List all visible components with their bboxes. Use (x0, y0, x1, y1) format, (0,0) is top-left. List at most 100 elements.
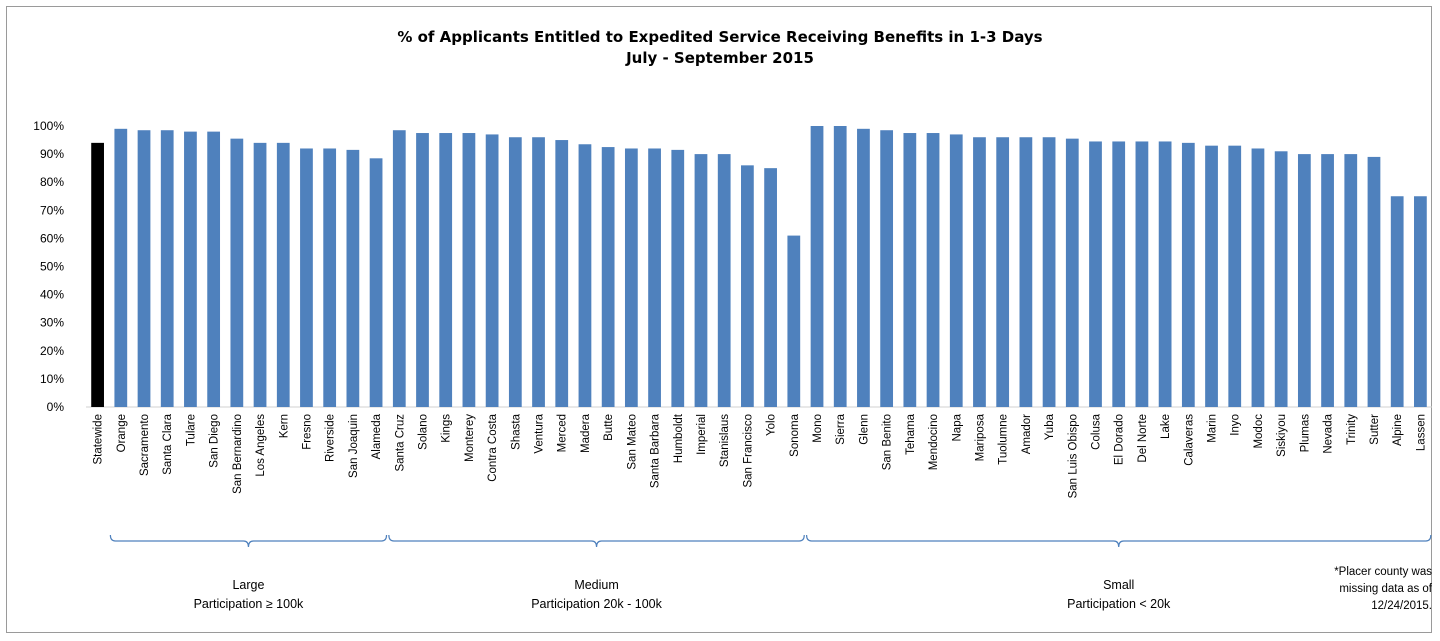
group-brackets (109, 534, 1432, 548)
chart-frame (6, 6, 1432, 633)
x-tick-label: Sonoma (789, 413, 801, 456)
bar-imperial (694, 154, 708, 407)
bar-los-angeles (253, 142, 267, 408)
x-tick-label: Alameda (371, 413, 383, 459)
bar-del-norte (1135, 141, 1149, 407)
y-tick-label: 100% (33, 119, 64, 133)
x-tick-label: Contra Costa (487, 413, 499, 481)
x-tick-label: Butte (603, 414, 615, 441)
x-tick-label: Yolo (766, 414, 778, 436)
group-label-large: Large Participation ≥ 100k (118, 576, 378, 614)
chart-subtitle: July - September 2015 (626, 49, 814, 67)
x-tick-label: Kern (278, 414, 290, 438)
x-tick-label: San Diego (209, 414, 221, 468)
bar-napa (949, 134, 963, 407)
bar-lake (1158, 141, 1172, 407)
bar-humboldt (671, 149, 685, 407)
x-tick-label: Sutter (1369, 414, 1381, 445)
x-tick-label: Santa Clara (162, 413, 174, 474)
x-tick-label: San Bernardino (232, 414, 244, 494)
x-tick-label: Imperial (696, 414, 708, 455)
group-bracket (109, 534, 388, 548)
x-tick-label: Lake (1160, 414, 1172, 439)
x-tick-label: Tulare (185, 414, 197, 446)
bar-fresno (300, 148, 313, 408)
bar-mariposa (973, 137, 986, 408)
x-tick-label: Riverside (325, 414, 337, 462)
x-tick-label: Amador (1021, 414, 1033, 454)
x-tick-label: San Joaquin (348, 414, 360, 478)
x-tick-label: Statewide (93, 414, 105, 465)
bar-tulare (184, 131, 197, 407)
bar-san-luis-obispo (1065, 138, 1079, 407)
bar-inyo (1228, 145, 1242, 408)
bar-santa-clara (160, 130, 174, 407)
bar-solano (416, 133, 429, 407)
bar-riverside (323, 148, 337, 408)
group-name: Medium (574, 578, 619, 592)
x-tick-label: El Dorado (1114, 414, 1126, 465)
y-tick-label: 10% (40, 372, 64, 386)
bar-yuba (1042, 137, 1056, 408)
x-tick-label: Trinity (1346, 414, 1358, 445)
x-tick-label: Stanislaus (719, 414, 731, 467)
bar-monterey (462, 133, 476, 407)
bar-tuolumne (996, 137, 1010, 408)
y-tick-label: 70% (40, 203, 64, 217)
group-label-small: Small Participation < 20k (989, 576, 1249, 614)
x-tick-label: Madera (580, 413, 592, 453)
footnote-line: missing data as of (1339, 583, 1432, 595)
bar-ventura (532, 137, 545, 408)
x-tick-label: Kings (441, 414, 453, 443)
x-tick-label: San Francisco (742, 414, 754, 488)
bar-shasta (508, 137, 522, 408)
bar-mono (810, 126, 824, 407)
x-tick-label: Glenn (858, 414, 870, 445)
x-tick-label: San Benito (882, 414, 894, 470)
bar-glenn (857, 128, 870, 407)
x-tick-label: Tehama (905, 413, 917, 455)
group-criteria: Participation < 20k (1067, 597, 1171, 611)
bar-el-dorado (1112, 141, 1126, 407)
x-tick-label: Alpine (1392, 414, 1404, 446)
x-tick-label: Mono (812, 414, 824, 443)
x-tick-label: Fresno (301, 414, 313, 450)
x-tick-label: Santa Barbara (650, 413, 662, 488)
footnote: *Placer county was missing data as of 12… (1268, 564, 1432, 615)
y-tick-label: 50% (40, 260, 64, 274)
bar-san-bernardino (230, 138, 244, 407)
bar-statewide (91, 142, 104, 408)
bar-contra-costa (485, 134, 499, 407)
bar-sutter (1367, 156, 1381, 407)
footnote-line: *Placer county was (1334, 566, 1432, 578)
x-tick-label: Merced (557, 414, 569, 452)
bar-san-francisco (741, 165, 754, 407)
x-tick-label: Shasta (510, 413, 522, 449)
x-tick-label: Siskiyou (1276, 414, 1288, 457)
bar-yolo (764, 168, 777, 407)
x-tick-label: Santa Cruz (394, 414, 406, 472)
bar-mendocino (926, 133, 940, 407)
x-tick-label: Ventura (534, 413, 546, 453)
bar-lassen (1414, 196, 1427, 407)
x-tick-label: Los Angeles (255, 414, 267, 477)
bar-alameda (369, 158, 383, 407)
bar-sacramento (137, 130, 151, 407)
bar-marin (1205, 145, 1218, 408)
bar-calaveras (1181, 142, 1195, 408)
bar-plumas (1297, 154, 1311, 407)
x-tick-label: Lassen (1415, 414, 1427, 451)
bar-amador (1019, 137, 1033, 408)
x-tick-label: Del Norte (1137, 414, 1149, 463)
x-tick-label: Tuolumne (998, 414, 1010, 465)
bar-san-benito (880, 130, 894, 407)
chart-title: % of Applicants Entitled to Expedited Se… (397, 28, 1043, 46)
x-tick-label: Modoc (1253, 414, 1265, 449)
x-tick-label: Nevada (1323, 413, 1335, 453)
group-criteria: Participation 20k - 100k (531, 597, 662, 611)
x-tick-label: Yuba (1044, 413, 1056, 440)
group-criteria: Participation ≥ 100k (193, 597, 304, 611)
x-tick-label: Mariposa (974, 413, 986, 461)
bar-kings (439, 133, 453, 407)
x-tick-label: Humboldt (673, 413, 685, 463)
